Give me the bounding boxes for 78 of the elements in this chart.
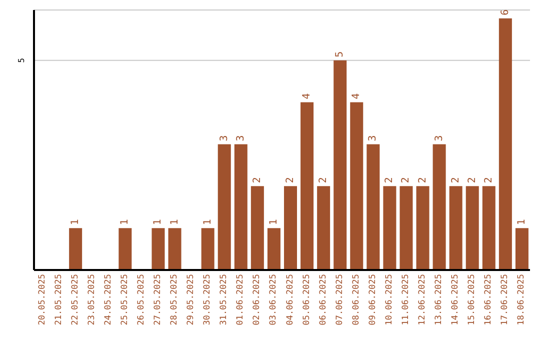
data-label: 2 bbox=[384, 177, 396, 184]
bar bbox=[400, 186, 413, 270]
data-label: 3 bbox=[235, 135, 246, 142]
x-tick-label: 30.05.2025 bbox=[202, 274, 213, 326]
x-tick-label: 31.05.2025 bbox=[219, 274, 230, 326]
data-label: 1 bbox=[169, 219, 180, 226]
bar bbox=[416, 186, 430, 270]
bar bbox=[466, 186, 479, 270]
bar bbox=[482, 186, 496, 270]
x-tick-label: 10.06.2025 bbox=[384, 274, 394, 326]
bar bbox=[201, 228, 214, 270]
bar bbox=[168, 228, 182, 270]
data-label: 3 bbox=[218, 135, 230, 142]
x-tick-label: 13.06.2025 bbox=[434, 274, 444, 326]
x-tick-label: 27.05.2025 bbox=[153, 274, 163, 326]
x-tick-label: 17.06.2025 bbox=[500, 274, 510, 326]
bar bbox=[118, 228, 132, 270]
bar bbox=[350, 102, 364, 270]
x-tick-label: 26.05.2025 bbox=[136, 274, 146, 326]
x-tick-label: 02.06.2025 bbox=[252, 274, 262, 326]
data-label: 5 bbox=[334, 51, 346, 58]
bar bbox=[218, 144, 231, 270]
bar bbox=[498, 18, 512, 270]
bar bbox=[366, 144, 380, 270]
data-label: 3 bbox=[368, 135, 379, 142]
data-label: 2 bbox=[400, 177, 412, 184]
x-tick-label: 03.06.2025 bbox=[268, 274, 279, 326]
data-label: 4 bbox=[302, 93, 313, 100]
bar bbox=[300, 102, 314, 270]
x-tick-label: 24.05.2025 bbox=[103, 274, 114, 326]
x-tick-label: 14.06.2025 bbox=[450, 274, 461, 326]
x-tick-label: 08.06.2025 bbox=[351, 274, 362, 326]
data-label: 2 bbox=[417, 177, 428, 184]
bar bbox=[515, 228, 528, 270]
x-tick-label: 25.05.2025 bbox=[120, 274, 130, 326]
data-label: 2 bbox=[450, 177, 462, 184]
x-tick-label: 22.05.2025 bbox=[70, 274, 80, 326]
x-tick-label: 23.05.2025 bbox=[86, 274, 97, 326]
x-tick-label: 09.06.2025 bbox=[368, 274, 378, 326]
bar bbox=[432, 144, 446, 270]
x-tick-label: 16.06.2025 bbox=[484, 274, 494, 326]
data-label: 3 bbox=[434, 135, 445, 142]
bar bbox=[284, 186, 297, 270]
x-tick-label: 06.06.2025 bbox=[318, 274, 328, 326]
x-tick-label: 20.05.2025 bbox=[37, 274, 48, 326]
x-tick-label: 11.06.2025 bbox=[401, 274, 411, 326]
data-label: 1 bbox=[268, 219, 280, 226]
x-tick-label: 04.06.2025 bbox=[285, 274, 296, 326]
bar bbox=[267, 228, 280, 270]
data-label: 4 bbox=[351, 93, 362, 100]
x-tick-label: 18.06.2025 bbox=[516, 274, 527, 326]
data-label: 1 bbox=[516, 219, 528, 226]
data-label: 2 bbox=[252, 177, 263, 184]
x-tick-label: 21.05.2025 bbox=[54, 274, 64, 326]
x-tick-label: 12.06.2025 bbox=[418, 274, 428, 326]
x-tick-label: 28.05.2025 bbox=[170, 274, 180, 326]
x-tick-label: 05.06.2025 bbox=[302, 274, 312, 326]
x-tick-label: 07.06.2025 bbox=[334, 274, 345, 326]
data-label: 2 bbox=[285, 177, 296, 184]
bar bbox=[69, 228, 82, 270]
data-label: 1 bbox=[120, 219, 131, 226]
bar bbox=[152, 228, 165, 270]
data-label: 1 bbox=[70, 219, 82, 226]
bar bbox=[317, 186, 330, 270]
bar bbox=[449, 186, 462, 270]
data-label: 2 bbox=[466, 177, 478, 184]
data-label: 6 bbox=[500, 9, 511, 16]
bar bbox=[383, 186, 396, 270]
bar bbox=[250, 186, 264, 270]
data-label: 1 bbox=[202, 219, 214, 226]
x-tick-label: 15.06.2025 bbox=[467, 274, 478, 326]
bar bbox=[334, 60, 347, 270]
data-label: 2 bbox=[318, 177, 330, 184]
data-label: 2 bbox=[483, 177, 494, 184]
data-label: 1 bbox=[152, 219, 164, 226]
x-tick-label: 29.05.2025 bbox=[186, 274, 196, 326]
bar bbox=[234, 144, 248, 270]
x-tick-label: 01.06.2025 bbox=[236, 274, 246, 326]
